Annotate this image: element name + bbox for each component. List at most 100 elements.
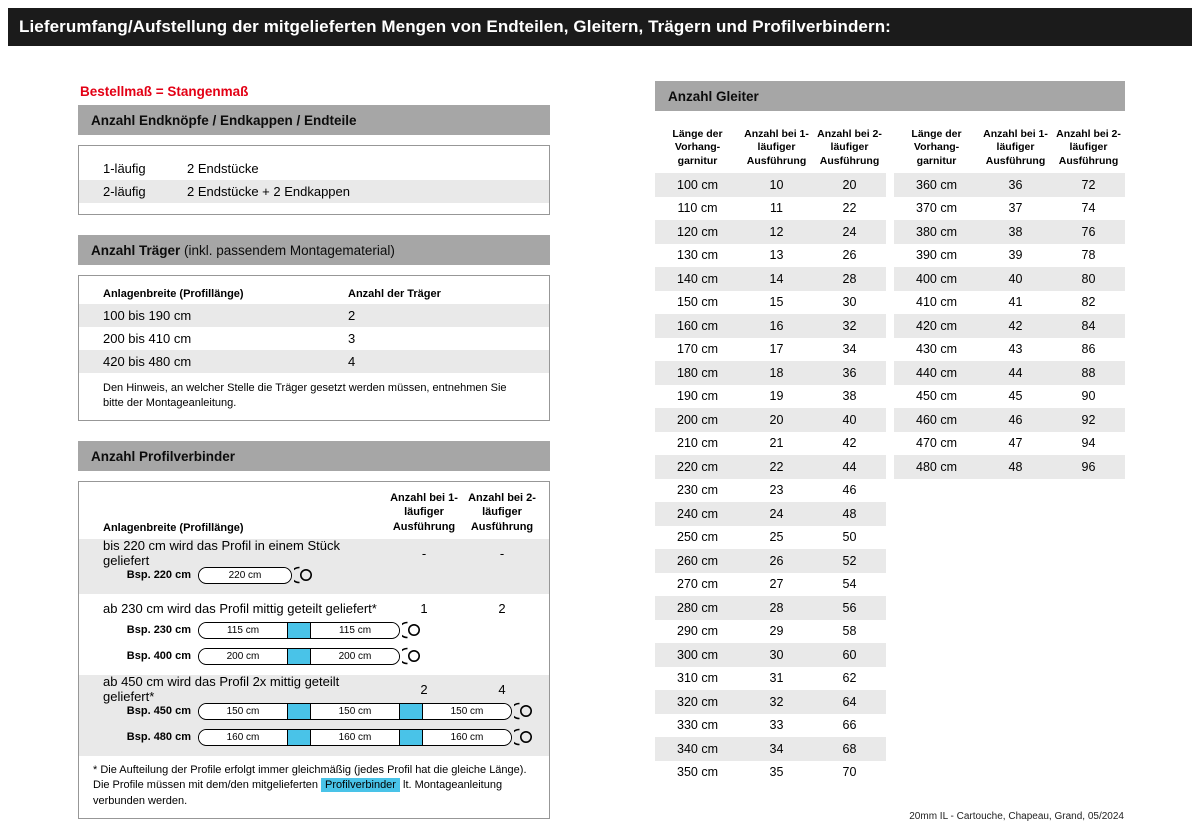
length-value: 140 cm — [677, 271, 718, 286]
profile-segment: 160 cm — [423, 729, 511, 745]
count-1laeufig: 27 — [769, 577, 784, 592]
gleiter-row: 430 cm 43 86 — [894, 338, 1125, 362]
length-value: 100 cm — [677, 177, 718, 192]
count-2laeufig: 92 — [1081, 412, 1096, 427]
count-1laeufig: 20 — [769, 412, 784, 427]
profile-segment: 200 cm — [199, 648, 287, 664]
length-value: 200 cm — [677, 412, 718, 427]
count-2laeufig: 64 — [842, 694, 857, 709]
gleiter-row: 230 cm 23 46 — [655, 479, 886, 503]
section-header-traeger: Anzahl Träger (inkl. passendem Montagema… — [78, 235, 550, 265]
endteile-row-value: 2 Endstücke — [187, 161, 259, 176]
column-header-1laeufig: Anzahl bei 1-läufiger Ausführung — [983, 127, 1048, 167]
endteile-row-value: 2 Endstücke + 2 Endkappen — [187, 184, 350, 199]
gleiter-row: 300 cm 30 60 — [655, 643, 886, 667]
count-1laeufig: 23 — [769, 483, 784, 498]
length-value: 470 cm — [916, 436, 957, 451]
count-2laeufig: 48 — [842, 506, 857, 521]
traeger-count-value: 4 — [348, 354, 356, 369]
count-2laeufig: 80 — [1081, 271, 1096, 286]
end-piece-icon — [402, 620, 421, 640]
profile-diagram: 115 cm 115 cm — [198, 621, 400, 639]
length-value: 110 cm — [677, 201, 718, 216]
gleiter-row: 340 cm 34 68 — [655, 737, 886, 761]
gleiter-row: 200 cm 20 40 — [655, 408, 886, 432]
footnote-text-post: lt. Montageanleitung verbunden werden. — [93, 779, 503, 807]
traeger-header-row: Anlagenbreite (Profillänge) Anzahl der T… — [79, 284, 549, 304]
gleiter-row: 120 cm 12 24 — [655, 220, 886, 244]
profile-diagram: 200 cm 200 cm — [198, 647, 400, 665]
length-value: 180 cm — [677, 365, 718, 380]
count-2laeufig: 52 — [842, 553, 857, 568]
count-2laeufig: 28 — [842, 271, 857, 286]
gleiter-row: 380 cm 38 76 — [894, 220, 1125, 244]
profile-example: Bsp. 230 cm 115 cm 115 cm — [79, 617, 549, 643]
count-1laeufig: 19 — [769, 389, 784, 404]
profile-diagram: 160 cm 160 cm 160 cm — [198, 728, 512, 746]
length-value: 350 cm — [677, 765, 718, 780]
profilverbinder-connector — [287, 703, 311, 719]
count-2laeufig: - — [499, 545, 505, 561]
length-value: 170 cm — [677, 342, 718, 357]
gleiter-row: 240 cm 24 48 — [655, 502, 886, 526]
footnote-highlight: Profilverbinder — [321, 778, 400, 793]
count-1laeufig: 22 — [769, 459, 784, 474]
count-1laeufig: 1 — [420, 600, 428, 616]
length-value: 330 cm — [677, 718, 718, 733]
profilverbinder-table: Anlagenbreite (Profillänge) Anzahl bei 1… — [78, 481, 550, 820]
profil-section: ab 230 cm wird das Profil mittig geteilt… — [79, 594, 549, 675]
count-1laeufig: 39 — [1008, 248, 1023, 263]
gleiter-row: 320 cm 32 64 — [655, 690, 886, 714]
profile-segment: 150 cm — [311, 703, 399, 719]
count-1laeufig: 11 — [770, 201, 783, 216]
profile-segment: 115 cm — [199, 622, 287, 638]
column-header-anlagenbreite: Anlagenbreite (Profillänge) — [103, 288, 244, 300]
count-1laeufig: 31 — [769, 671, 784, 686]
count-2laeufig: 46 — [842, 483, 857, 498]
gleiter-table-2: Länge der Vorhang-garnitur Anzahl bei 1-l… — [894, 122, 1125, 784]
profil-section-row: ab 230 cm wird das Profil mittig geteilt… — [79, 599, 549, 617]
profile-segment: 200 cm — [311, 648, 399, 664]
column-header-1laeufig: Anzahl bei 1-läufiger Ausführung — [390, 492, 458, 533]
gleiter-row: 110 cm 11 22 — [655, 197, 886, 221]
count-1laeufig: 15 — [769, 295, 784, 310]
count-2laeufig: 94 — [1081, 436, 1096, 451]
example-label: Bsp. 480 cm — [126, 731, 191, 744]
profil-footnote: * Die Aufteilung der Profile erfolgt imm… — [79, 756, 549, 818]
count-2laeufig: 84 — [1081, 318, 1096, 333]
gleiter-row: 220 cm 22 44 — [655, 455, 886, 479]
gleiter-row: 410 cm 41 82 — [894, 291, 1125, 315]
gleiter-row: 440 cm 44 88 — [894, 361, 1125, 385]
count-2laeufig: 22 — [842, 201, 857, 216]
profilverbinder-connector — [287, 729, 311, 745]
page-title: Lieferumfang/Aufstellung der mitgeliefer… — [19, 17, 891, 36]
profile-segment: 160 cm — [199, 729, 287, 745]
count-2laeufig: 38 — [842, 389, 857, 404]
profile-example: Bsp. 400 cm 200 cm 200 cm — [79, 643, 549, 669]
profile-segment: 220 cm — [199, 567, 291, 583]
count-1laeufig: 44 — [1008, 365, 1023, 380]
traeger-row: 420 bis 480 cm 4 — [79, 350, 549, 373]
traeger-count-value: 2 — [348, 308, 356, 323]
gleiter-tables: Länge der Vorhang-garnitur Anzahl bei 1-l… — [655, 122, 1125, 784]
gleiter-row: 100 cm 10 20 — [655, 173, 886, 197]
length-value: 230 cm — [677, 483, 718, 498]
profil-sections: bis 220 cm wird das Profil in einem Stüc… — [79, 538, 549, 757]
count-2laeufig: 78 — [1081, 248, 1096, 263]
count-2laeufig: 62 — [842, 671, 857, 686]
length-value: 380 cm — [916, 224, 957, 239]
count-1laeufig: 48 — [1008, 459, 1023, 474]
count-2laeufig: 82 — [1081, 295, 1096, 310]
count-2laeufig: 36 — [842, 365, 857, 380]
gleiter-row: 290 cm 29 58 — [655, 620, 886, 644]
count-2laeufig: 58 — [842, 624, 857, 639]
profile-segment: 150 cm — [423, 703, 511, 719]
count-1laeufig: 18 — [769, 365, 784, 380]
gleiter-row: 140 cm 14 28 — [655, 267, 886, 291]
length-value: 480 cm — [916, 459, 957, 474]
anlagenbreite-value: 100 bis 190 cm — [103, 308, 192, 323]
column-header-2laeufig: Anzahl bei 2-läufiger Ausführung — [468, 492, 536, 533]
count-2laeufig: 2 — [498, 600, 506, 616]
endteile-row: 2-läufig 2 Endstücke + 2 Endkappen — [79, 180, 549, 203]
count-2laeufig: 44 — [842, 459, 857, 474]
